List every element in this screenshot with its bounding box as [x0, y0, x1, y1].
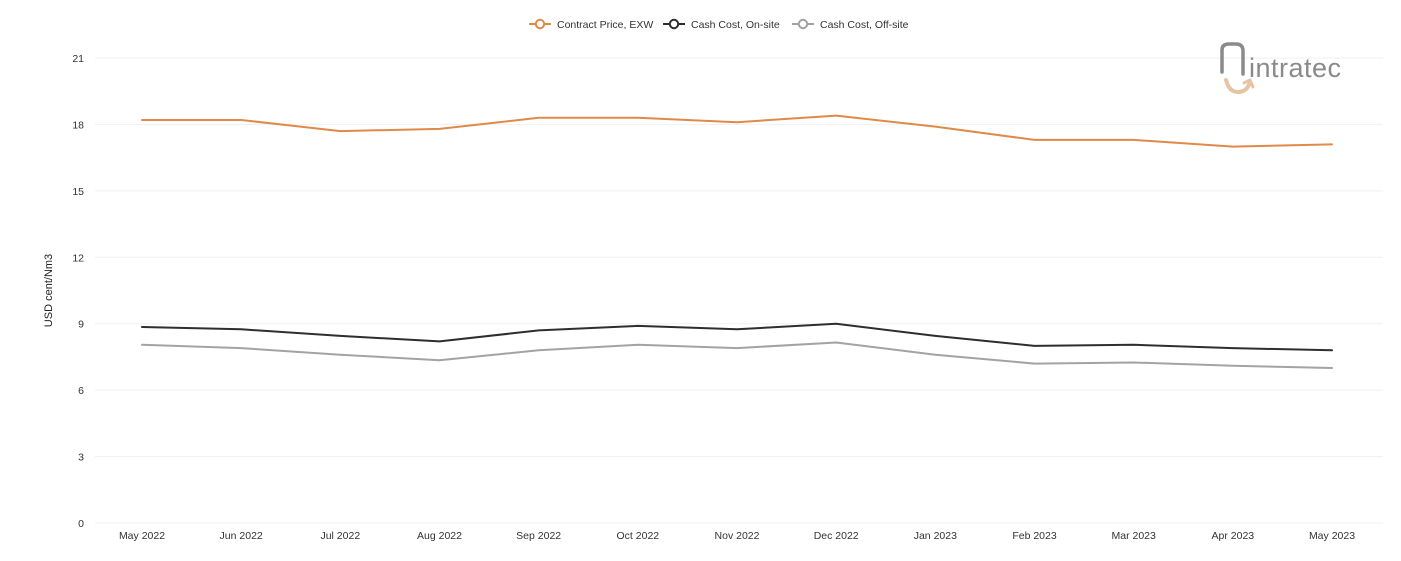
- legend-item[interactable]: Contract Price, EXW: [529, 18, 653, 31]
- legend-label: Cash Cost, On-site: [691, 19, 780, 31]
- legend-label: Cash Cost, Off-site: [820, 19, 909, 31]
- y-axis-title: USD cent/Nm3: [43, 254, 55, 327]
- y-tick-label: 6: [78, 385, 84, 397]
- series-line-2[interactable]: [141, 341, 1333, 369]
- legend-marker-icon: [668, 18, 680, 30]
- legend-label: Contract Price, EXW: [557, 19, 653, 31]
- y-tick-label: 15: [72, 186, 84, 198]
- logo-wordmark: intratec: [1249, 53, 1342, 83]
- x-tick-label: Nov 2022: [715, 530, 760, 542]
- x-tick-label: Sep 2022: [516, 530, 561, 542]
- intratec-logo: intratec: [1220, 42, 1342, 95]
- x-tick-label: Mar 2023: [1111, 530, 1156, 542]
- y-tick-label: 21: [72, 53, 84, 65]
- legend-marker-icon: [797, 18, 809, 30]
- series-line-1[interactable]: [141, 322, 1333, 352]
- y-tick-label: 12: [72, 252, 84, 264]
- series-lines: [141, 114, 1333, 369]
- legend-item[interactable]: Cash Cost, Off-site: [792, 18, 909, 31]
- x-tick-label: May 2023: [1309, 530, 1355, 542]
- y-axis-ticks: 0 3 6 9 12 15 18 21: [72, 53, 84, 530]
- x-tick-label: Oct 2022: [617, 530, 660, 542]
- x-tick-label: Dec 2022: [814, 530, 859, 542]
- x-tick-label: Apr 2023: [1212, 530, 1255, 542]
- x-axis-ticks: May 2022 Jun 2022 Jul 2022 Aug 2022 Sep 2022…: [119, 530, 1355, 542]
- x-tick-label: Feb 2023: [1012, 530, 1057, 542]
- y-tick-label: 0: [78, 518, 84, 530]
- x-tick-label: Aug 2022: [417, 530, 462, 542]
- x-tick-label: May 2022: [119, 530, 165, 542]
- legend-marker-icon: [534, 18, 546, 30]
- series-line-0[interactable]: [141, 114, 1333, 148]
- logo-mark-icon: [1220, 42, 1255, 95]
- y-tick-label: 18: [72, 119, 84, 131]
- legend-item[interactable]: Cash Cost, On-site: [663, 18, 780, 31]
- x-tick-label: Jun 2022: [220, 530, 263, 542]
- grid-lines: [95, 57, 1383, 524]
- legend[interactable]: Contract Price, EXW Cash Cost, On-site Cas…: [529, 18, 909, 31]
- y-tick-label: 3: [78, 452, 84, 464]
- x-tick-label: Jan 2023: [914, 530, 957, 542]
- x-tick-label: Jul 2022: [320, 530, 360, 542]
- y-tick-label: 9: [78, 319, 84, 331]
